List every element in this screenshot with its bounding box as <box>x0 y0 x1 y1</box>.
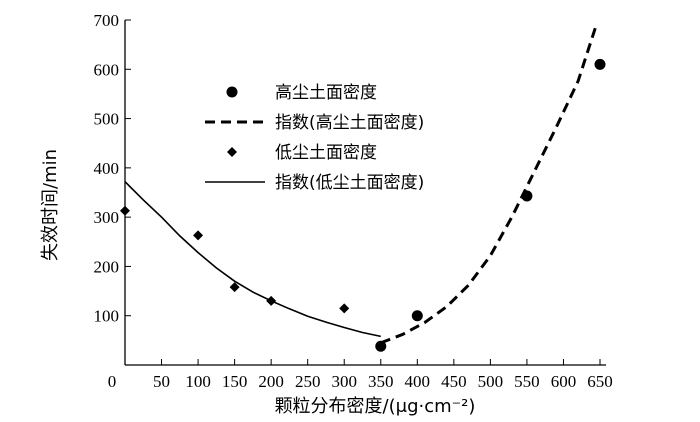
x-tick-label: 150 <box>222 372 248 391</box>
y-tick-label: 400 <box>94 159 120 178</box>
legend-label: 指数(低尘土面密度) <box>275 173 424 193</box>
x-tick-label: 600 <box>551 372 577 391</box>
y-tick-label: 200 <box>94 257 120 276</box>
legend-label: 指数(高尘土面密度) <box>275 113 424 133</box>
data-points <box>120 58 606 352</box>
legend-label: 低尘土面密度 <box>275 143 377 163</box>
x-tick-label: 400 <box>405 372 431 391</box>
x-axis-ticks: 0 50 100 150 200 250 300 350 400 450 500 550 600 650 <box>108 359 613 391</box>
x-axis-title: 颗粒分布密度/(μg·cm⁻²) <box>275 396 476 417</box>
high-dust-point <box>521 190 533 202</box>
x-tick-label: 250 <box>295 372 321 391</box>
x-tick-label: 500 <box>478 372 504 391</box>
x-tick-label: 100 <box>185 372 211 391</box>
low-dust-point <box>193 230 204 241</box>
high-dust-point <box>375 340 387 352</box>
y-tick-label: 300 <box>94 208 120 227</box>
low-dust-point <box>229 282 240 293</box>
low-dust-point <box>339 303 350 314</box>
legend-diamond-marker <box>227 147 237 157</box>
y-tick-label: 600 <box>94 60 120 79</box>
chart-axes <box>124 20 606 366</box>
low-dust-point <box>120 205 130 216</box>
x-tick-label: 200 <box>258 372 284 391</box>
high-dust-point <box>411 310 423 322</box>
trendlines <box>124 24 598 345</box>
x-tick-label: 300 <box>331 372 357 391</box>
x-tick-label: 50 <box>153 372 170 391</box>
x-tick-label: 450 <box>441 372 467 391</box>
x-tick-label: 650 <box>587 372 613 391</box>
low-dust-point <box>266 295 277 306</box>
y-axis-ticks: 100 200 300 400 500 600 700 <box>94 11 131 326</box>
legend-label: 高尘土面密度 <box>275 83 377 103</box>
x-tick-label: 550 <box>514 372 540 391</box>
y-tick-label: 100 <box>94 307 120 326</box>
y-tick-label: 500 <box>94 110 120 129</box>
high-dust-trendline <box>380 24 598 345</box>
y-tick-label: 700 <box>94 11 120 30</box>
y-axis-title: 失效时间/min <box>40 149 61 261</box>
x-tick-label: 0 <box>108 372 117 391</box>
high-dust-point <box>594 58 606 70</box>
legend-circle-marker <box>226 86 238 98</box>
low-dust-trendline <box>124 181 381 338</box>
x-tick-label: 350 <box>368 372 394 391</box>
